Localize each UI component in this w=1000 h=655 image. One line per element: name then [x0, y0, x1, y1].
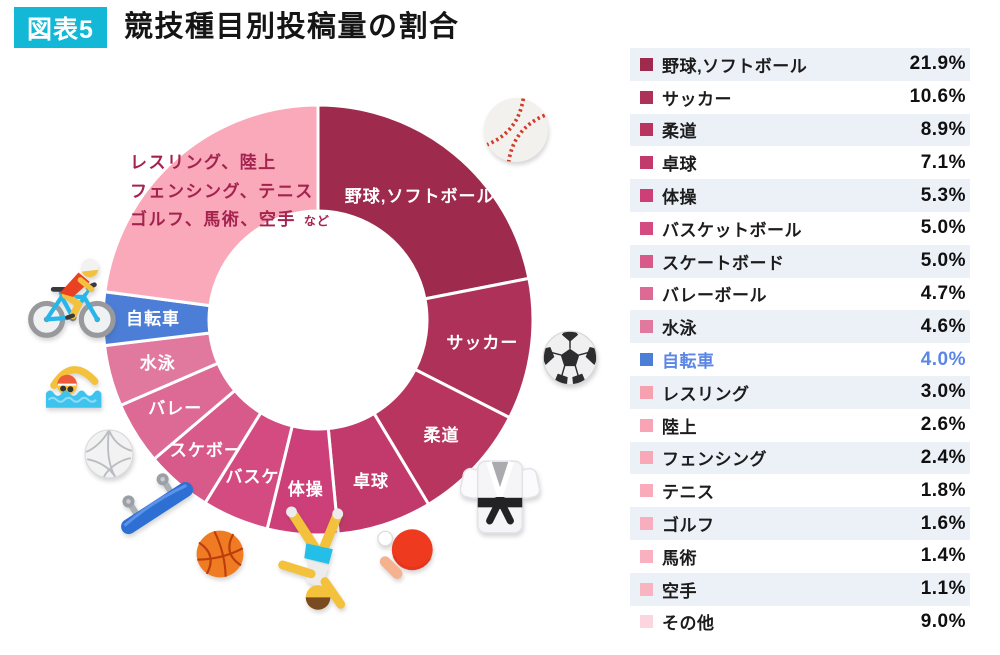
legend-swatch [640, 353, 653, 367]
others-note-suffix: など [303, 214, 330, 228]
legend-value: 8.9% [920, 118, 966, 140]
legend-label: バスケットボール [662, 220, 802, 240]
legend-row: 自転車 4.0% [630, 343, 970, 376]
donut-segment [316, 103, 531, 301]
legend-row: テニス 1.8% [630, 474, 970, 507]
legend-value: 1.4% [920, 545, 966, 567]
others-note-line: レスリング、陸上 [130, 153, 277, 172]
donut-others-label: レスリング、陸上 フェンシング、テニス ゴルフ、馬術、空手 など [130, 149, 330, 236]
legend-row: ゴルフ 1.6% [630, 507, 970, 540]
legend-row: サッカー 10.6% [630, 81, 970, 114]
legend-label: 柔道 [662, 122, 697, 142]
legend-value: 21.9% [909, 53, 966, 75]
others-note-line: フェンシング、テニス [130, 181, 314, 201]
donut-segment-label: バスケ [225, 467, 279, 486]
legend-value: 10.6% [909, 86, 966, 108]
legend-row: 水泳 4.6% [630, 310, 970, 344]
legend-value: 5.0% [920, 250, 966, 272]
legend-swatch [640, 615, 653, 629]
legend-swatch [640, 287, 653, 301]
others-note-line: ゴルフ、馬術、空手 など [130, 210, 330, 229]
legend-label: テニス [662, 483, 715, 503]
legend-swatch [640, 517, 653, 531]
legend-value: 4.7% [920, 282, 966, 304]
donut-segment [103, 103, 320, 308]
legend-row: スケートボード 5.0% [630, 244, 970, 278]
legend-label: レスリング [662, 384, 750, 404]
legend-label: 陸上 [662, 417, 697, 437]
legend-label: 馬術 [662, 548, 697, 568]
legend-value: 1.1% [920, 578, 966, 600]
legend-swatch [640, 385, 653, 399]
legend-value: 9.0% [920, 610, 966, 632]
legend-row: その他 9.0% [630, 606, 970, 639]
legend-swatch [640, 320, 653, 334]
legend-label: フェンシング [662, 450, 767, 470]
legend-row: レスリング 3.0% [630, 375, 970, 409]
legend-row: バスケットボール 5.0% [630, 212, 970, 245]
legend-value: 3.0% [920, 381, 966, 403]
legend-label: その他 [662, 614, 715, 634]
legend-swatch [640, 189, 653, 203]
donut-segment-label: 自転車 [126, 308, 180, 328]
legend-value: 5.3% [920, 184, 966, 206]
legend-swatch [640, 57, 653, 71]
soccer-ball-icon [541, 329, 599, 387]
legend-row: 馬術 1.4% [630, 540, 970, 573]
legend-swatch [640, 549, 653, 563]
legend-row: 柔道 8.9% [630, 113, 970, 147]
legend-row: フェンシング 2.4% [630, 441, 970, 475]
legend-swatch [640, 484, 653, 498]
legend-label: サッカー [662, 89, 732, 109]
legend-label: 自転車 [662, 352, 715, 372]
legend-label: 空手 [662, 581, 697, 601]
legend-value: 2.6% [920, 414, 966, 436]
figure-number-badge: 図表5 [14, 7, 107, 48]
legend-label: 卓球 [662, 155, 697, 175]
legend-value: 1.8% [920, 479, 966, 501]
legend-swatch [640, 156, 653, 170]
donut-segment-label: 柔道 [424, 425, 460, 445]
legend-row: バレーボール 4.7% [630, 278, 970, 311]
legend-value: 5.0% [920, 217, 966, 239]
legend-row: 空手 1.1% [630, 572, 970, 606]
legend-label: 体操 [662, 188, 697, 208]
donut-segment-label: 野球,ソフトボール [345, 187, 495, 206]
legend-label: バレーボール [662, 286, 767, 306]
legend-row: 体操 5.3% [630, 179, 970, 212]
legend: 野球,ソフトボール 21.9% サッカー 10.6% 柔道 8.9% 卓球 7.… [630, 48, 970, 638]
legend-swatch [640, 254, 653, 268]
donut-segment-label: 卓球 [353, 471, 389, 491]
page-title: 競技種目別投稿量の割合 [124, 11, 460, 43]
legend-label: スケートボード [662, 253, 785, 273]
legend-swatch [640, 123, 653, 137]
legend-value: 4.0% [920, 348, 966, 370]
donut-segment-label: スケボー [170, 441, 242, 460]
donut-segment-label: サッカー [446, 333, 518, 352]
legend-label: 水泳 [662, 319, 697, 339]
legend-value: 1.6% [920, 512, 966, 534]
legend-value: 7.1% [920, 151, 966, 173]
legend-swatch [640, 90, 653, 104]
legend-row: 卓球 7.1% [630, 146, 970, 179]
legend-label: 野球,ソフトボール [662, 56, 808, 76]
legend-swatch [640, 582, 653, 596]
legend-value: 2.4% [920, 446, 966, 468]
legend-swatch [640, 221, 653, 235]
legend-row: 野球,ソフトボール 21.9% [630, 48, 970, 81]
legend-row: 陸上 2.6% [630, 409, 970, 442]
donut-segment-label: バレー [148, 399, 202, 418]
donut-segment-label: 体操 [288, 479, 324, 499]
legend-swatch [640, 418, 653, 432]
donut-segment-label: 水泳 [140, 353, 176, 373]
legend-label: ゴルフ [662, 516, 715, 536]
legend-swatch [640, 451, 653, 465]
legend-value: 4.6% [920, 315, 966, 337]
